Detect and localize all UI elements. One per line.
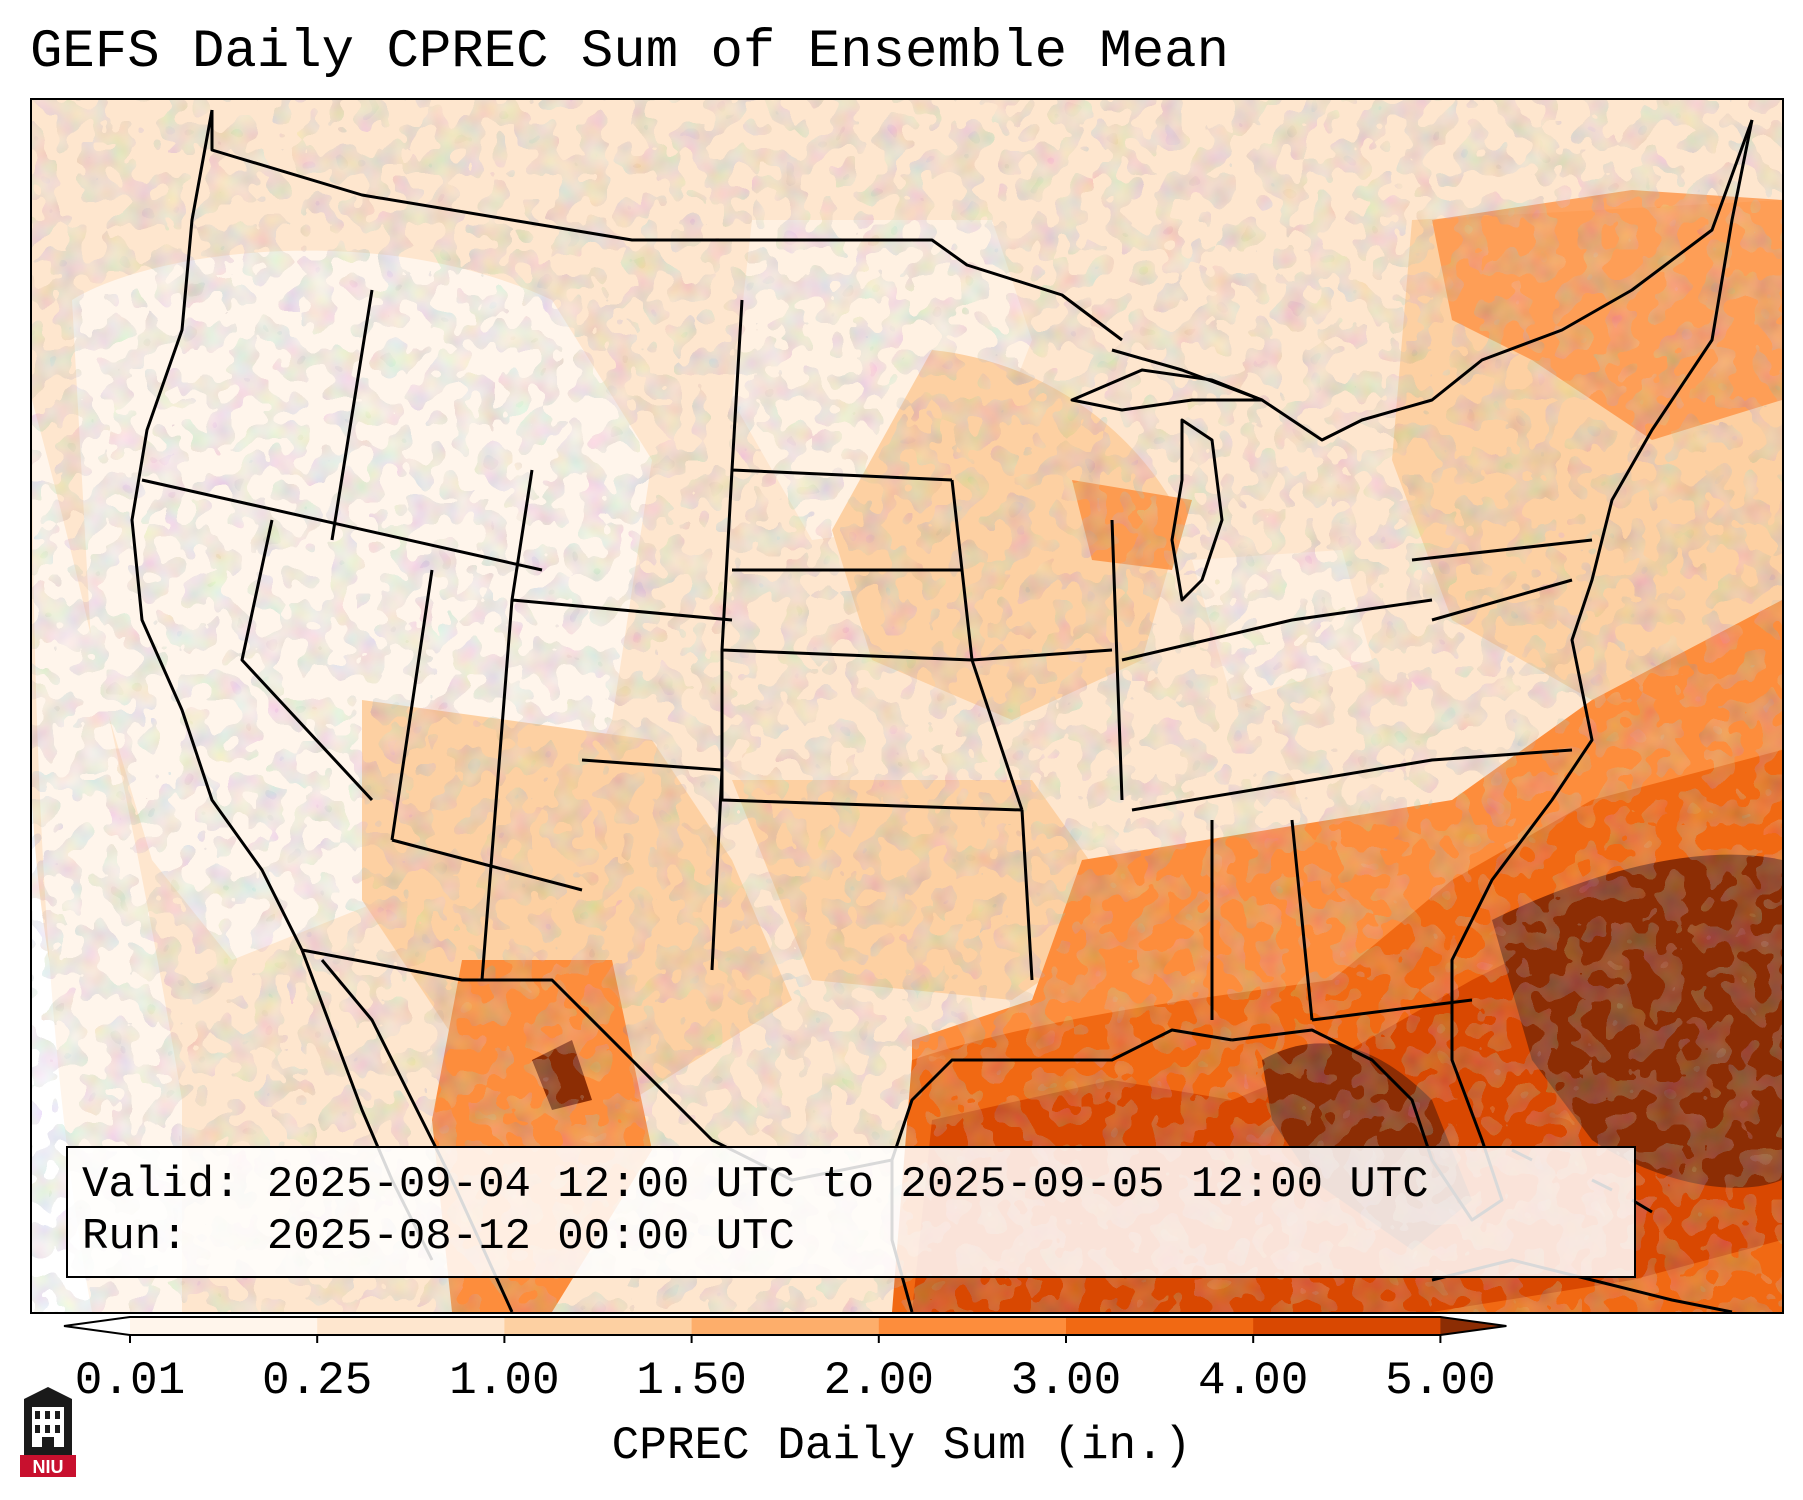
colorbar-tick-label: 3.00 (1010, 1355, 1122, 1407)
canada-border (210, 110, 1123, 342)
colorbar-label: CPREC Daily Sum (in.) (611, 1420, 1192, 1472)
colorbar-tick-label: 4.00 (1197, 1355, 1309, 1407)
state-lines-west (141, 289, 733, 981)
borders (130, 109, 1754, 1312)
colorbar-tick-label: 2.00 (823, 1355, 934, 1407)
colorbar-tick-label: 1.00 (449, 1355, 560, 1407)
atlantic-coast (1231, 119, 1754, 1222)
lake-michigan (1170, 418, 1224, 602)
colorbar-segment (317, 1317, 505, 1335)
valid-time-text: Valid: 2025-09-04 12:00 UTC to 2025-09-0… (82, 1160, 1429, 1210)
pixel-texture (32, 100, 1782, 1312)
state-lines-east (971, 519, 1593, 1022)
map-title: GEFS Daily CPREC Sum of Ensemble Mean (30, 22, 1229, 83)
niu-logo: NIU (20, 1387, 76, 1477)
colorbar-tick-label: 0.01 (74, 1355, 186, 1407)
colorbar-segment (130, 1317, 318, 1335)
west-coast (130, 109, 304, 951)
colorbar-tick-label: 5.00 (1385, 1355, 1496, 1407)
colorbar-over-extend (1440, 1317, 1507, 1335)
colorbar-under-extend (64, 1317, 130, 1335)
colorbar-segment (504, 1317, 693, 1335)
colorbar (63, 1316, 1507, 1343)
lake-superior (1070, 368, 1264, 412)
colorbar-segment (1253, 1317, 1441, 1335)
state-lines-central (720, 299, 1034, 981)
colorbar-segment (1066, 1317, 1254, 1335)
colorbar-tick-label: 1.50 (636, 1355, 747, 1407)
logo-text: NIU (33, 1457, 64, 1477)
colorbar-segment (691, 1317, 880, 1335)
colorbar-tick-label: 0.25 (261, 1355, 373, 1407)
run-time-text: Run: 2025-08-12 00:00 UTC (82, 1212, 795, 1262)
precip-map (32, 100, 1782, 1312)
colorbar-segment (878, 1317, 1067, 1335)
map-frame (30, 98, 1784, 1314)
info-box: Valid: 2025-09-04 12:00 UTC to 2025-09-0… (66, 1146, 1636, 1278)
